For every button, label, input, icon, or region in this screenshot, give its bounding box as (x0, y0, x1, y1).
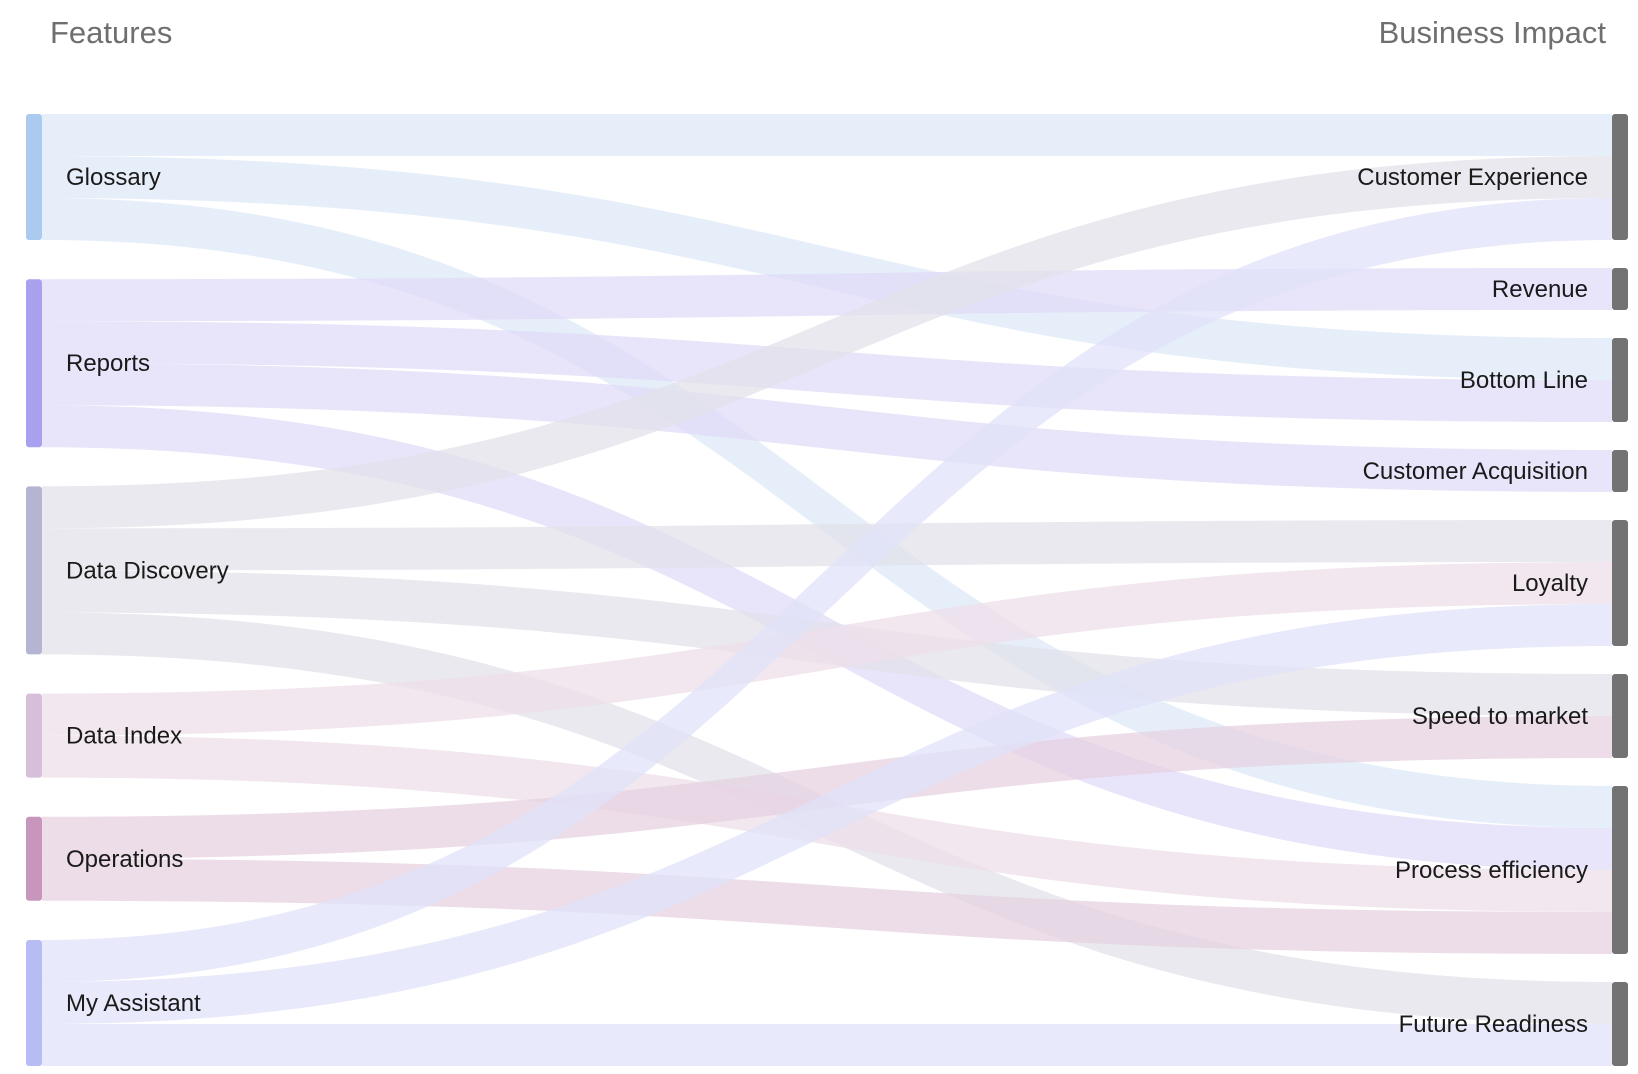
node-reports[interactable] (26, 279, 42, 448)
node-label-operations: Operations (66, 846, 183, 873)
node-label-data-index: Data Index (66, 723, 182, 750)
node-revenue[interactable] (1612, 268, 1628, 310)
node-customer-acquisition[interactable] (1612, 450, 1628, 492)
node-label-customer-acquisition: Customer Acquisition (1363, 458, 1588, 485)
link-glossary-to-process-efficiency[interactable] (42, 198, 1612, 828)
node-label-customer-experience: Customer Experience (1357, 164, 1588, 191)
node-label-revenue: Revenue (1492, 276, 1588, 303)
node-data-index[interactable] (26, 693, 42, 778)
link-reports-to-revenue[interactable] (42, 268, 1612, 322)
link-data-index-to-loyalty[interactable] (42, 562, 1612, 736)
impact-nodes: Customer Experience Revenue Bottom Line Cus… (1357, 114, 1628, 1066)
node-label-glossary: Glossary (66, 164, 161, 191)
link-my-assistant-to-future-readiness[interactable] (42, 1024, 1612, 1066)
link-reports-to-bottom-line[interactable] (42, 321, 1612, 422)
features-header: Features (50, 15, 172, 50)
link-glossary-to-bottom-line[interactable] (42, 156, 1612, 380)
node-label-reports: Reports (66, 350, 150, 377)
link-my-assistant-to-loyalty[interactable] (42, 604, 1612, 1024)
node-operations[interactable] (26, 816, 42, 901)
node-data-discovery[interactable] (26, 486, 42, 655)
node-glossary[interactable] (26, 114, 42, 240)
node-label-my-assistant: My Assistant (66, 990, 201, 1017)
node-customer-experience[interactable] (1612, 114, 1628, 240)
link-operations-to-speed-to-market[interactable] (42, 716, 1612, 859)
feature-nodes: Glossary Reports Data Discovery Data Index O… (26, 114, 229, 1066)
link-glossary-to-customer-experience[interactable] (42, 114, 1612, 156)
node-label-loyalty: Loyalty (1512, 570, 1588, 597)
node-label-future-readiness: Future Readiness (1399, 1011, 1588, 1038)
link-my-assistant-to-customer-experience[interactable] (42, 198, 1612, 982)
node-label-bottom-line: Bottom Line (1460, 367, 1588, 394)
node-bottom-line[interactable] (1612, 338, 1628, 422)
business-impact-header: Business Impact (1379, 15, 1607, 50)
node-future-readiness[interactable] (1612, 982, 1628, 1066)
node-process-efficiency[interactable] (1612, 786, 1628, 954)
node-speed-to-market[interactable] (1612, 674, 1628, 758)
node-label-data-discovery: Data Discovery (66, 557, 229, 584)
link-data-discovery-to-loyalty[interactable] (42, 520, 1612, 571)
node-my-assistant[interactable] (26, 940, 42, 1066)
node-loyalty[interactable] (1612, 520, 1628, 646)
node-label-process-efficiency: Process efficiency (1395, 857, 1588, 884)
link-reports-to-customer-acquisition[interactable] (42, 363, 1612, 492)
link-data-discovery-to-customer-experience[interactable] (42, 156, 1612, 529)
flow-links (42, 114, 1612, 1066)
node-label-speed-to-market: Speed to market (1412, 703, 1588, 730)
